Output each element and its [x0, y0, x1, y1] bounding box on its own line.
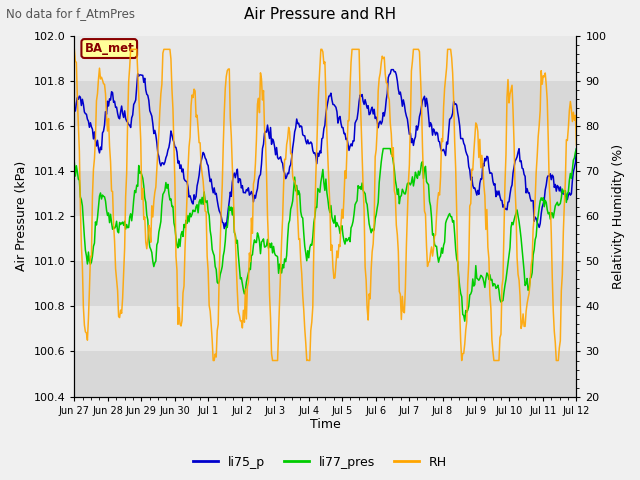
- Legend: li75_p, li77_pres, RH: li75_p, li77_pres, RH: [188, 451, 452, 474]
- li77_pres: [484, 272, 492, 277]
- li77_pres: [563, 200, 570, 205]
- X-axis label: Time: Time: [310, 419, 340, 432]
- li75_p: [70, 108, 78, 114]
- Bar: [74, 36, 577, 81]
- Y-axis label: Air Pressure (kPa): Air Pressure (kPa): [15, 161, 28, 271]
- Bar: [74, 81, 577, 126]
- RH: [371, 220, 378, 226]
- Line: li77_pres: li77_pres: [74, 148, 577, 321]
- li75_p: [343, 135, 351, 141]
- Bar: [74, 126, 577, 171]
- li75_p: [220, 226, 228, 231]
- li75_p: [371, 107, 378, 112]
- Bar: [74, 171, 577, 216]
- Y-axis label: Relativity Humidity (%): Relativity Humidity (%): [612, 144, 625, 289]
- Text: No data for f_AtmPres: No data for f_AtmPres: [6, 7, 136, 20]
- RH: [573, 142, 580, 148]
- li75_p: [573, 146, 580, 152]
- li77_pres: [380, 145, 387, 151]
- RH: [483, 206, 491, 212]
- Text: BA_met: BA_met: [84, 42, 134, 55]
- Bar: [74, 261, 577, 306]
- Bar: [74, 351, 577, 396]
- li77_pres: [461, 318, 468, 324]
- li77_pres: [369, 228, 377, 234]
- li77_pres: [312, 204, 319, 210]
- li75_p: [563, 193, 570, 199]
- Line: RH: RH: [74, 49, 577, 360]
- RH: [313, 144, 321, 149]
- li77_pres: [70, 160, 78, 166]
- RH: [343, 145, 351, 151]
- li75_p: [484, 154, 492, 160]
- li77_pres: [573, 145, 580, 151]
- RH: [209, 358, 217, 363]
- li77_pres: [309, 234, 317, 240]
- RH: [561, 178, 569, 184]
- RH: [70, 47, 78, 52]
- Bar: [74, 216, 577, 261]
- li75_p: [310, 150, 317, 156]
- Text: Air Pressure and RH: Air Pressure and RH: [244, 7, 396, 22]
- li75_p: [313, 161, 321, 167]
- li77_pres: [342, 236, 350, 241]
- li75_p: [388, 67, 396, 72]
- RH: [310, 246, 317, 252]
- Line: li75_p: li75_p: [74, 70, 577, 228]
- Bar: [74, 306, 577, 351]
